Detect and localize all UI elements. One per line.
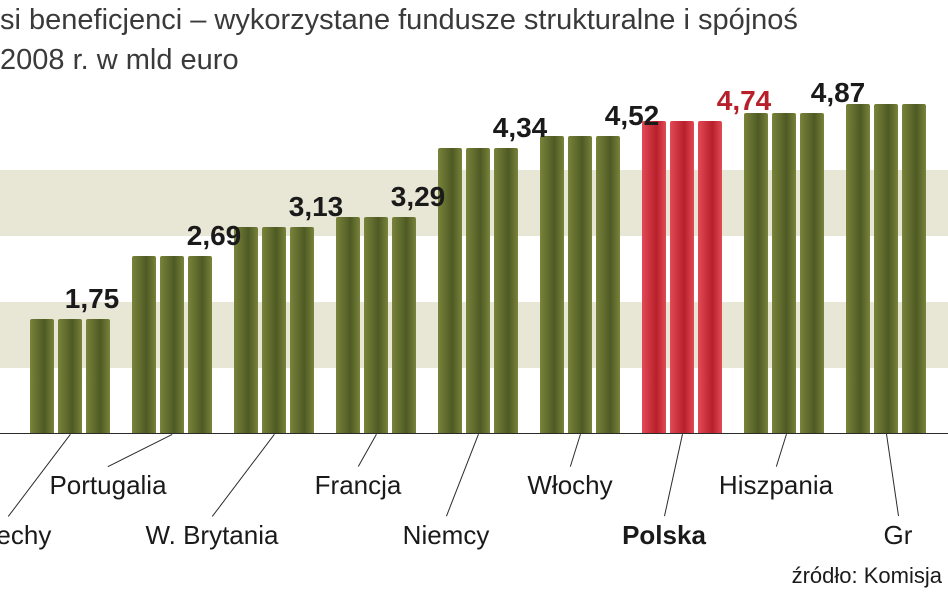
source-text: źródło: Komisja <box>792 563 942 589</box>
bar-strip <box>846 104 870 434</box>
category-label: Francja <box>315 470 402 501</box>
bar-strip <box>262 227 286 434</box>
leader-line <box>446 434 479 516</box>
bar-strip <box>466 148 490 434</box>
leader-line <box>212 434 275 517</box>
bar-w-brytania <box>234 227 318 434</box>
bar-w-ochy <box>540 136 624 434</box>
bar-polska <box>642 121 726 434</box>
bar-strip <box>160 256 184 434</box>
leader-line <box>886 434 899 516</box>
bar-francja <box>336 217 420 434</box>
bar-strip <box>494 148 518 434</box>
chart-title-line2: 2008 r. w mld euro <box>0 44 239 77</box>
bar-strip <box>772 113 796 434</box>
bar-value-label: 2,69 <box>187 220 242 252</box>
category-label: Portugalia <box>49 470 166 501</box>
bar-niemcy <box>438 148 522 434</box>
category-label: Niemcy <box>403 520 490 551</box>
bar-strip <box>596 136 620 434</box>
bar-czechy <box>30 319 114 435</box>
bar-strip <box>336 217 360 434</box>
category-label: W. Brytania <box>146 520 279 551</box>
leader-line <box>108 434 172 467</box>
leader-line <box>776 434 787 466</box>
leader-line <box>664 434 683 516</box>
bar-strip <box>290 227 314 434</box>
plot-area: 1,752,693,133,294,344,524,744,87 <box>0 104 948 434</box>
category-label: Włochy <box>527 470 612 501</box>
bar-strip <box>188 256 212 434</box>
bar-strip <box>744 113 768 434</box>
bar-strip <box>540 136 564 434</box>
bar-strip <box>58 319 82 435</box>
bar-strip <box>30 319 54 435</box>
bar-strip <box>392 217 416 434</box>
bar-gr <box>846 104 930 434</box>
category-label: Hiszpania <box>719 470 833 501</box>
chart-container: si beneficjenci – wykorzystane fundusze … <box>0 0 948 593</box>
bar-strip <box>670 121 694 434</box>
category-labels: Czechy Portugalia W. Brytania FrancjaNiemcy… <box>0 434 948 574</box>
bar-strip <box>800 113 824 434</box>
bar-portugalia <box>132 256 216 434</box>
bar-hiszpania <box>744 113 828 434</box>
leader-line <box>358 434 377 466</box>
bar-strip <box>642 121 666 434</box>
chart-title-line1: si beneficjenci – wykorzystane fundusze … <box>0 4 798 37</box>
bar-value-label: 4,87 <box>811 77 866 109</box>
category-label: Gr <box>884 520 913 551</box>
bar-strip <box>86 319 110 435</box>
bar-strip <box>568 136 592 434</box>
category-label: Czechy <box>0 520 51 551</box>
bar-value-label: 3,29 <box>391 181 446 213</box>
bar-strip <box>364 217 388 434</box>
bar-strip <box>132 256 156 434</box>
bar-value-label: 4,34 <box>493 112 548 144</box>
bar-strip <box>874 104 898 434</box>
bar-value-label: 4,74 <box>717 85 772 117</box>
leader-line <box>570 434 581 466</box>
bar-strip <box>902 104 926 434</box>
bar-strip <box>234 227 258 434</box>
bar-strip <box>698 121 722 434</box>
bar-value-label: 1,75 <box>65 283 120 315</box>
bar-value-label: 3,13 <box>289 191 344 223</box>
category-label: Polska <box>622 520 706 551</box>
bar-value-label: 4,52 <box>605 100 660 132</box>
